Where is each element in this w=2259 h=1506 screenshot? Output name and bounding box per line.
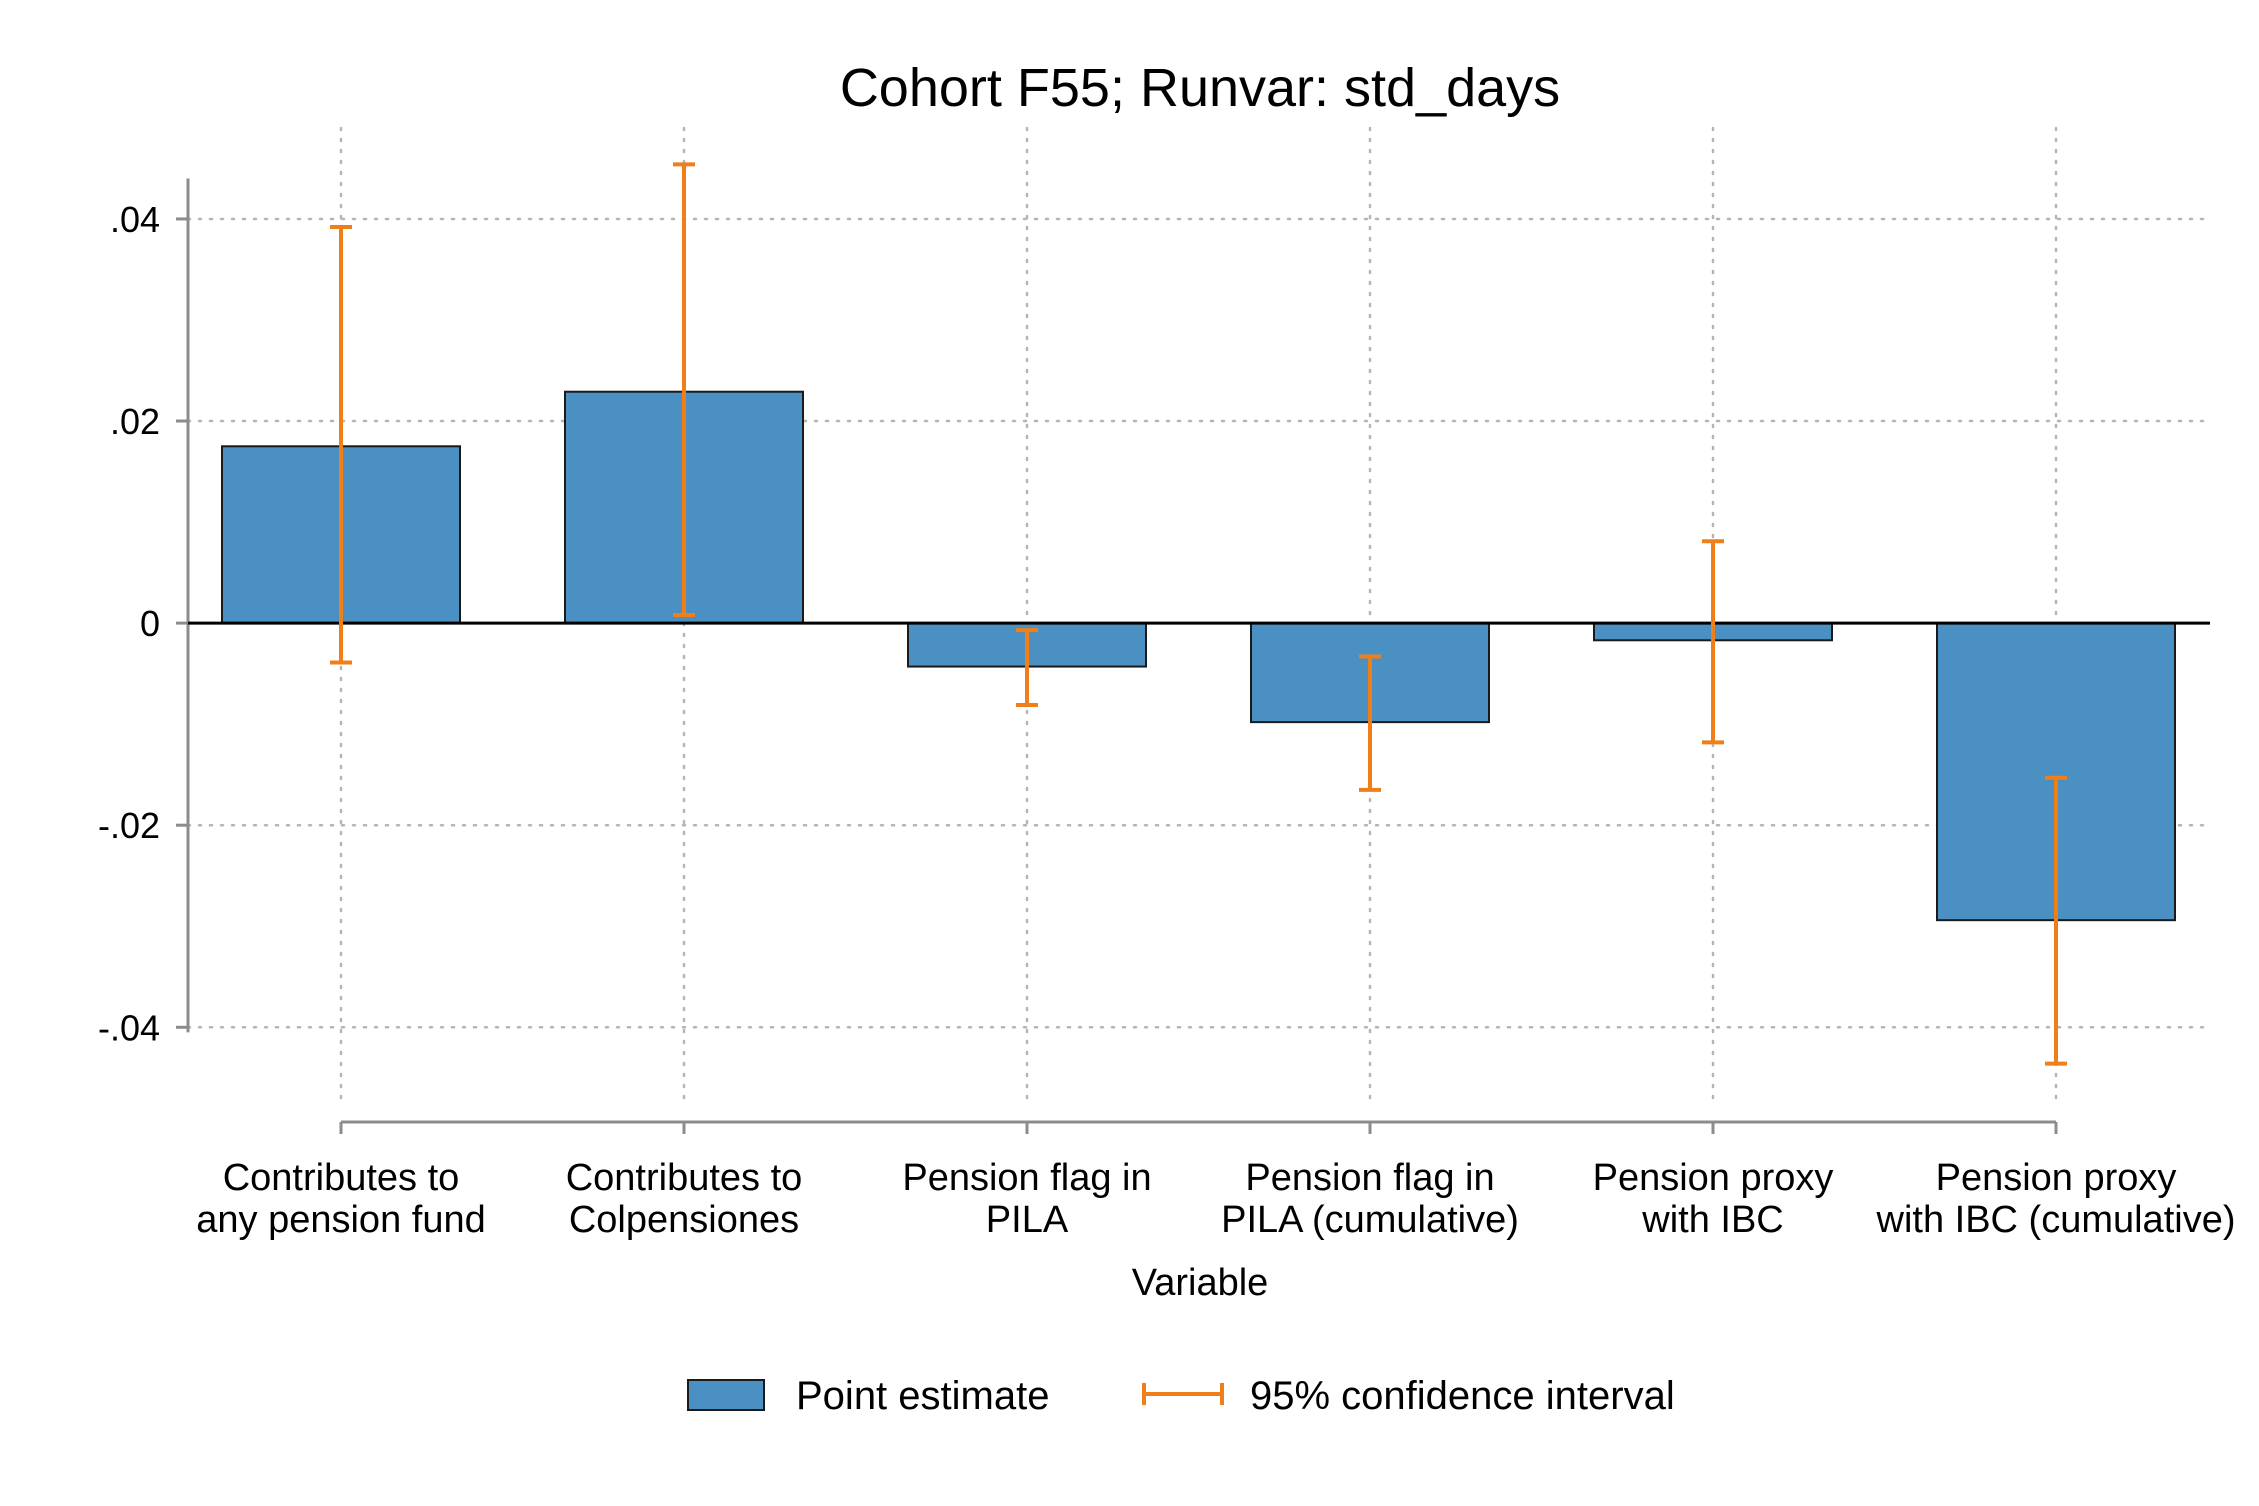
x-tick-label-0-line-0: Contributes to: [223, 1157, 460, 1199]
x-tick-label-4-line-0: Pension proxy: [1593, 1157, 1834, 1199]
y-tick-label-1: .02: [110, 401, 160, 442]
x-axis-title: Variable: [1132, 1262, 1269, 1304]
x-tick-label-0-line-1: any pension fund: [196, 1199, 485, 1241]
x-tick-label-3-line-1: PILA (cumulative): [1221, 1199, 1519, 1241]
confidence-intervals: [330, 162, 2067, 1066]
x-tick-label-4-line-1: with IBC: [1641, 1199, 1783, 1241]
y-tick-label-4: -.04: [98, 1007, 160, 1048]
ci-4: [1702, 539, 1724, 745]
legend-label-point-estimate: Point estimate: [796, 1374, 1049, 1418]
legend: Point estimate 95% confidence interval: [687, 1374, 1675, 1418]
ci-5: [2045, 775, 2067, 1066]
x-tick-label-5-line-1: with IBC (cumulative): [1876, 1199, 2236, 1241]
x-tick-label-1-line-1: Colpensiones: [569, 1199, 799, 1241]
y-tick-label-3: -.02: [98, 805, 160, 846]
ci-3: [1359, 654, 1381, 792]
legend-swatch-confidence-interval: [1142, 1383, 1224, 1405]
bars: [188, 390, 2210, 922]
x-tick-label-3-line-0: Pension flag in: [1245, 1157, 1494, 1199]
y-tick-label-0: .04: [110, 199, 160, 240]
x-tick-label-1-line-0: Contributes to: [566, 1157, 803, 1199]
y-tick-label-2: 0: [140, 603, 160, 644]
axes: [176, 178, 2058, 1134]
x-tick-label-2-line-1: PILA: [986, 1199, 1069, 1241]
ci-0: [330, 225, 352, 665]
x-tick-label-5-line-0: Pension proxy: [1936, 1157, 2177, 1199]
ci-2: [1016, 628, 1038, 707]
grid: [186, 126, 2212, 1100]
x-tick-label-2-line-0: Pension flag in: [902, 1157, 1151, 1199]
chart-title: Cohort F55; Runvar: std_days: [840, 58, 1560, 118]
ci-1: [673, 162, 695, 618]
legend-swatch-point-estimate: [687, 1379, 765, 1411]
legend-label-confidence-interval: 95% confidence interval: [1250, 1374, 1675, 1418]
